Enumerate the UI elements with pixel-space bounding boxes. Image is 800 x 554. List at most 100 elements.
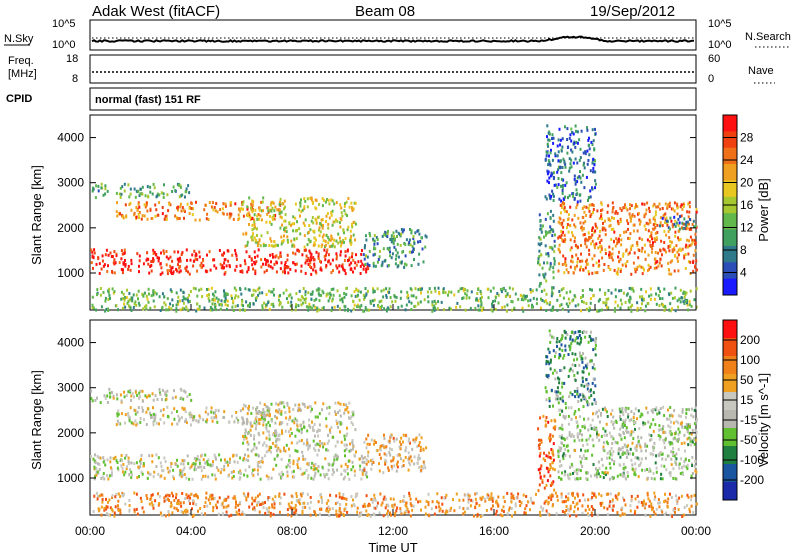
echo-cell bbox=[379, 492, 382, 496]
echo-cell bbox=[313, 265, 316, 269]
echo-cell bbox=[264, 454, 267, 458]
echo-cell bbox=[126, 301, 129, 305]
echo-cell bbox=[419, 456, 422, 460]
echo-cell bbox=[148, 454, 151, 458]
echo-cell bbox=[383, 437, 386, 441]
echo-cell bbox=[373, 442, 375, 446]
echo-cell bbox=[673, 223, 676, 227]
echo-cell bbox=[558, 197, 561, 201]
echo-cell bbox=[145, 294, 148, 298]
echo-cell bbox=[354, 294, 357, 298]
echo-cell bbox=[354, 201, 357, 205]
echo-cell bbox=[667, 203, 670, 206]
echo-cell bbox=[198, 305, 201, 308]
echo-cell bbox=[556, 337, 559, 340]
echo-cell bbox=[593, 246, 596, 250]
echo-cell bbox=[208, 299, 211, 303]
echo-cell bbox=[562, 415, 565, 419]
echo-cell bbox=[102, 460, 105, 464]
echo-cell bbox=[347, 197, 350, 200]
echo-cell bbox=[417, 444, 420, 447]
echo-cell bbox=[600, 209, 602, 213]
echo-cell bbox=[276, 208, 279, 212]
echo-cell bbox=[385, 294, 388, 297]
echo-cell bbox=[385, 309, 388, 313]
echo-cell bbox=[600, 246, 603, 250]
echo-cell bbox=[575, 514, 578, 518]
echo-cell bbox=[610, 291, 613, 295]
echo-cell bbox=[546, 301, 549, 305]
echo-cell bbox=[159, 461, 162, 465]
echo-cell bbox=[686, 210, 689, 214]
echo-cell bbox=[407, 437, 410, 441]
echo-cell bbox=[687, 202, 690, 206]
echo-cell bbox=[671, 414, 674, 418]
echo-cell bbox=[549, 264, 552, 268]
echo-cell bbox=[215, 202, 218, 205]
echo-cell bbox=[117, 308, 119, 312]
echo-cell bbox=[279, 301, 282, 305]
echo-cell bbox=[559, 426, 562, 430]
echo-cell bbox=[682, 227, 685, 231]
echo-cell bbox=[285, 288, 288, 292]
echo-cell bbox=[146, 209, 149, 213]
echo-cell bbox=[563, 271, 566, 275]
echo-cell bbox=[127, 304, 130, 308]
echo-cell bbox=[586, 387, 589, 391]
echo-cell bbox=[243, 473, 246, 477]
echo-cell bbox=[94, 453, 96, 457]
echo-cell bbox=[693, 298, 696, 302]
echo-cell bbox=[179, 259, 182, 263]
echo-cell bbox=[262, 418, 265, 422]
echo-cell bbox=[593, 163, 596, 167]
echo-cell bbox=[223, 261, 226, 265]
echo-cell bbox=[569, 465, 571, 469]
echo-cell bbox=[153, 250, 156, 254]
echo-cell bbox=[355, 450, 357, 454]
echo-cell bbox=[242, 232, 245, 236]
echo-cell bbox=[576, 432, 579, 436]
echo-cell bbox=[116, 397, 119, 401]
echo-cell bbox=[289, 434, 291, 438]
echo-cell bbox=[551, 234, 554, 238]
echo-cell bbox=[694, 460, 697, 463]
echo-cell bbox=[646, 269, 649, 273]
echo-cell bbox=[686, 226, 689, 230]
echo-cell bbox=[613, 420, 616, 424]
echo-cell bbox=[632, 223, 635, 227]
echo-cell bbox=[373, 290, 376, 293]
echo-cell bbox=[559, 294, 562, 297]
echo-cell bbox=[306, 441, 309, 445]
echo-cell bbox=[628, 286, 631, 290]
echo-cell bbox=[660, 428, 662, 431]
echo-cell bbox=[691, 455, 694, 459]
echo-cell bbox=[425, 446, 428, 450]
echo-cell bbox=[102, 472, 105, 475]
echo-cell bbox=[282, 239, 285, 242]
echo-cell bbox=[529, 298, 532, 302]
echo-cell bbox=[660, 452, 663, 456]
echo-cell bbox=[595, 472, 598, 476]
echo-cell bbox=[618, 289, 621, 293]
echo-cell bbox=[389, 296, 392, 299]
echo-cell bbox=[353, 473, 356, 477]
echo-cell bbox=[313, 299, 316, 302]
echo-cell bbox=[132, 422, 135, 426]
echo-cell bbox=[238, 208, 241, 212]
echo-cell bbox=[145, 395, 148, 399]
echo-cell bbox=[396, 460, 399, 464]
echo-cell bbox=[608, 255, 611, 259]
echo-cell bbox=[191, 515, 194, 518]
echo-cell bbox=[563, 161, 566, 165]
echo-cell bbox=[383, 259, 386, 263]
echo-cell bbox=[338, 307, 341, 311]
echo-cell bbox=[187, 184, 190, 188]
echo-cell bbox=[419, 445, 422, 449]
echo-cell bbox=[622, 206, 625, 210]
echo-cell bbox=[104, 309, 107, 313]
echo-cell bbox=[581, 380, 584, 384]
echo-cell bbox=[334, 444, 337, 448]
echo-cell bbox=[178, 270, 181, 274]
echo-cell bbox=[326, 248, 329, 252]
echo-cell bbox=[689, 289, 692, 293]
